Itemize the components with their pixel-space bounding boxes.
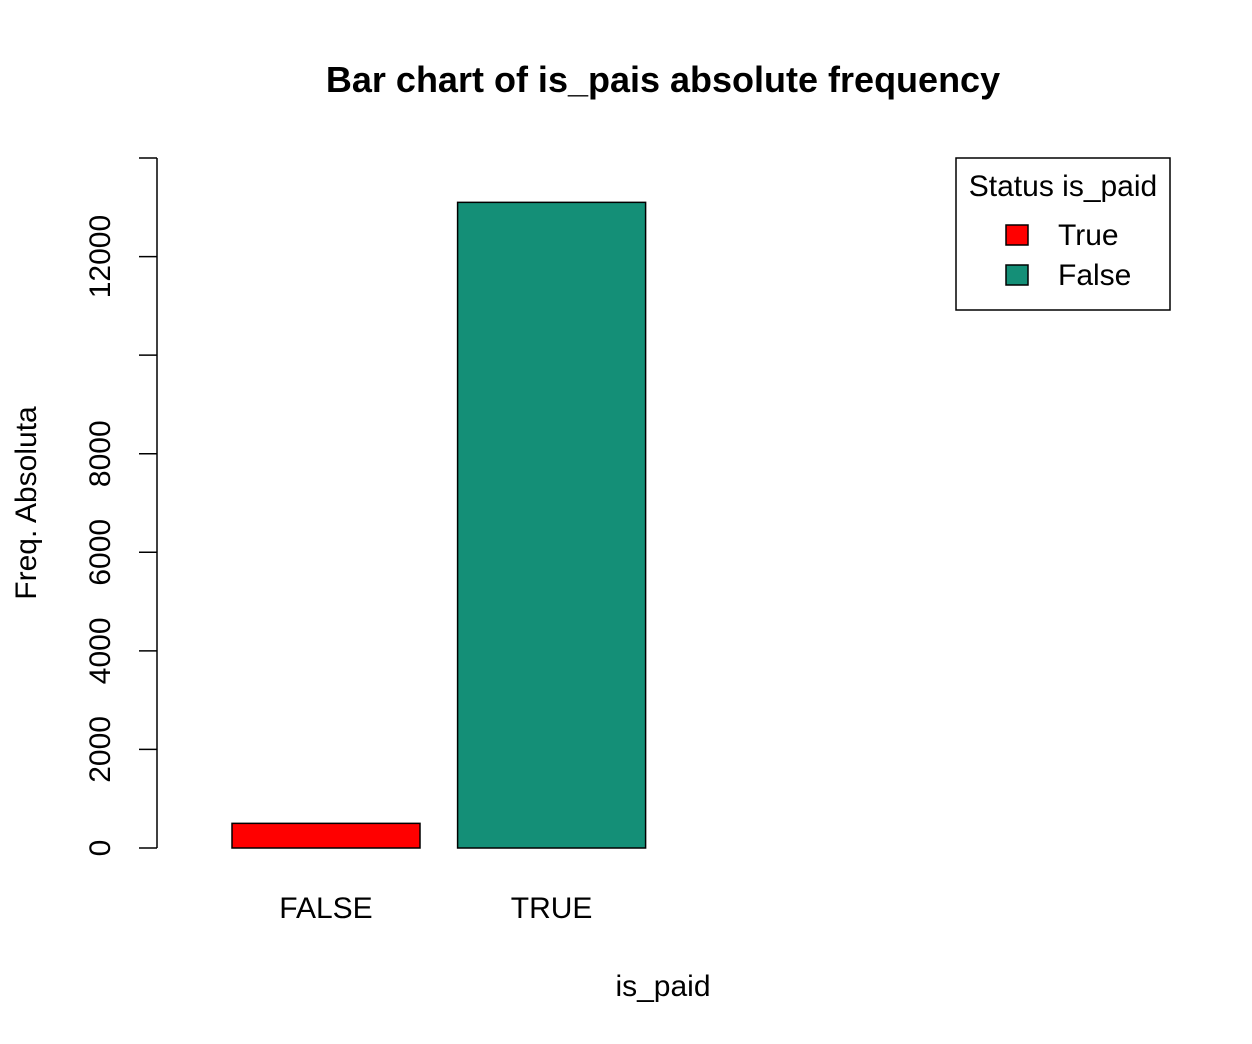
legend-label: False	[1058, 259, 1131, 292]
bar-true	[456, 201, 647, 849]
x-tick-label: TRUE	[511, 892, 593, 925]
y-tick-label: 6000	[84, 519, 117, 586]
legend-entries: True False	[1005, 219, 1131, 292]
x-axis-tick-labels: FALSE TRUE	[279, 892, 592, 925]
y-axis-label: Freq. Absoluta	[10, 406, 43, 600]
chart-title: Bar chart of is_pais absolute frequency	[326, 59, 1000, 100]
legend-title: Status is_paid	[969, 170, 1157, 203]
legend-swatch	[1005, 264, 1029, 286]
bars	[231, 201, 647, 849]
y-tick-label: 4000	[84, 617, 117, 684]
legend-label: True	[1058, 219, 1119, 252]
bar-false	[231, 822, 421, 849]
legend-swatch	[1005, 224, 1029, 246]
y-tick-label: 12000	[84, 215, 117, 298]
legend: Status is_paid True False	[955, 157, 1171, 311]
y-axis-tick-labels: 0 2000 4000 6000 8000 12000	[84, 215, 117, 856]
y-tick-label: 2000	[84, 716, 117, 783]
y-tick-label: 0	[84, 840, 117, 857]
x-axis-label: is_paid	[615, 970, 710, 1003]
y-axis-ticks	[139, 157, 157, 849]
x-tick-label: FALSE	[279, 892, 372, 925]
y-tick-label: 8000	[84, 420, 117, 487]
legend-box	[955, 157, 1171, 311]
